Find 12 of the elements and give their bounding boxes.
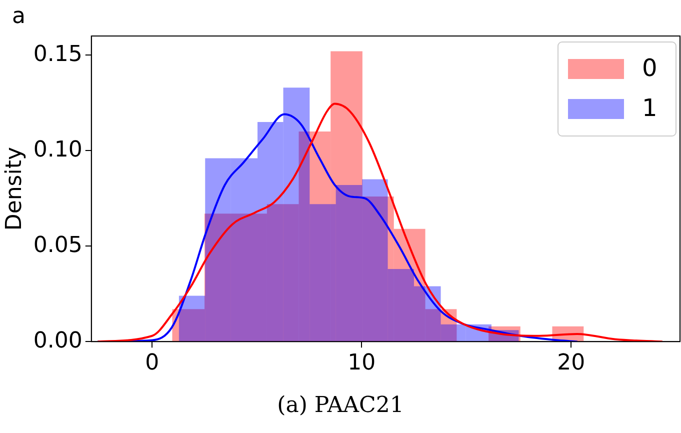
x-tick-label: 0 bbox=[145, 350, 160, 376]
legend-label: 1 bbox=[642, 94, 658, 122]
text: (a) PAAC21 bbox=[276, 393, 405, 418]
y-tick-label: 0.15 bbox=[33, 42, 82, 67]
x-tick-label: 10 bbox=[348, 350, 376, 376]
x-tick-label: 20 bbox=[557, 350, 586, 376]
y-tick-label: 0.10 bbox=[33, 137, 82, 162]
legend-label: 0 bbox=[642, 54, 658, 82]
y-axis-title: Density bbox=[2, 146, 27, 231]
y-tick-label: 0.00 bbox=[33, 328, 82, 354]
y-tick-label: 0.05 bbox=[33, 232, 82, 258]
text: a bbox=[12, 4, 26, 29]
